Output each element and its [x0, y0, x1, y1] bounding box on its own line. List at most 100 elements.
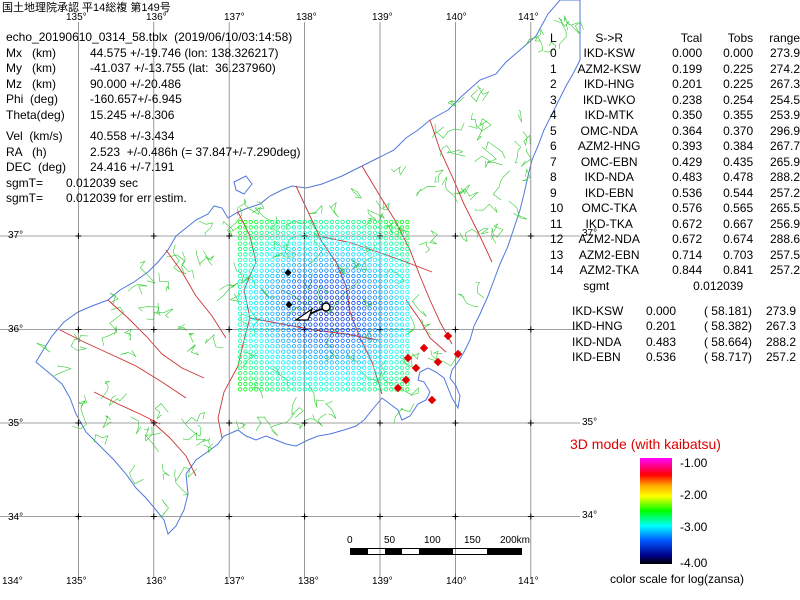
table-cell: 0.199 [672, 61, 703, 76]
residual-point [399, 354, 405, 360]
residual-point [378, 360, 383, 365]
residual-point [297, 279, 302, 284]
residual-point [383, 354, 388, 360]
residual-point [248, 284, 253, 289]
residual-point [297, 311, 302, 316]
residual-point [281, 268, 286, 273]
residual-point [264, 241, 270, 246]
residual-point [394, 322, 399, 327]
residual-point [356, 344, 361, 349]
table-cell: AZM2-HNG [577, 139, 641, 154]
param-value: 44.575 +/-19.746 (lon: 138.326217) [90, 45, 279, 60]
residual-point [329, 381, 334, 387]
residual-point [270, 344, 275, 349]
residual-point [345, 241, 351, 246]
residual-point [335, 327, 340, 333]
residual-point [308, 290, 313, 295]
residual-point [405, 322, 410, 327]
residual-point [362, 230, 367, 235]
residual-point [281, 354, 286, 360]
residual-point [275, 246, 280, 252]
residual-point [372, 263, 378, 268]
residual-point [335, 284, 340, 289]
residual-point [259, 381, 264, 387]
residual-point [394, 300, 399, 306]
residual-point [405, 279, 410, 284]
lon-label-bottom: 134° [2, 576, 23, 587]
residual-point [264, 257, 270, 262]
table-row: 13 AZM2-EBN 0.714 0.703 257.5 [550, 247, 800, 263]
residual-point [383, 300, 388, 306]
residual-point [362, 365, 367, 370]
residual-point [345, 344, 351, 349]
residual-point [405, 317, 410, 322]
residual-point [394, 344, 399, 349]
residual-point [237, 300, 243, 306]
municipal-boundary [522, 168, 531, 182]
municipal-boundary [53, 365, 72, 376]
lat-label-left: 35° [8, 418, 24, 429]
residual-point [399, 333, 405, 338]
residual-point [362, 241, 367, 246]
param-label: sgmT= [6, 175, 44, 190]
residual-point [324, 284, 329, 289]
residual-point [351, 284, 356, 289]
residual-point [254, 354, 259, 360]
municipal-boundary [477, 85, 490, 101]
table-cell: 0.429 [672, 154, 703, 169]
residual-point [297, 252, 302, 257]
residual-point [399, 279, 405, 284]
residual-point [372, 284, 378, 289]
residual-point [324, 333, 329, 338]
residual-point [367, 322, 372, 327]
municipal-boundary [284, 235, 298, 256]
residual-point [254, 365, 259, 370]
reference-cell: IKD-NDA [572, 334, 622, 349]
residual-point [367, 225, 372, 230]
coastline [35, 0, 581, 535]
residual-point [248, 219, 253, 225]
residual-point [318, 344, 324, 349]
residual-point [378, 279, 383, 284]
residual-point [378, 252, 383, 257]
residual-point [340, 354, 345, 360]
residual-point [313, 300, 318, 306]
table-cell: 0.254 [723, 92, 754, 107]
residual-point [264, 300, 270, 306]
param-value: -41.037 +/-13.755 (lat: 36.237960) [90, 61, 276, 75]
table-row: 6 AZM2-HNG 0.393 0.384 267.7 [550, 139, 800, 155]
table-cell: OMC-TKA [581, 201, 637, 216]
residual-point [356, 306, 361, 311]
residual-point [367, 268, 372, 273]
residual-point [367, 263, 372, 268]
residual-point [243, 365, 248, 370]
residual-point [383, 371, 388, 376]
residual-point [378, 230, 383, 235]
residual-point [264, 381, 270, 387]
residual-point [378, 306, 383, 311]
residual-point [264, 311, 270, 316]
residual-point [389, 263, 394, 268]
municipal-boundary [78, 395, 88, 407]
residual-point [372, 317, 378, 322]
radiant-point-marker [321, 302, 331, 312]
residual-point [335, 317, 340, 322]
residual-point [394, 376, 399, 381]
station-marker [403, 353, 413, 363]
residual-point [270, 327, 275, 333]
residual-point [297, 333, 302, 338]
residual-point [356, 236, 361, 241]
residual-point [367, 333, 372, 338]
residual-point [291, 252, 297, 257]
residual-point [254, 241, 259, 246]
table-cell: 0.536 [672, 185, 703, 200]
residual-point [270, 354, 275, 360]
residual-point [405, 236, 410, 241]
residual-point [308, 322, 313, 327]
residual-point [345, 268, 351, 273]
residual-point [405, 268, 410, 273]
residual-point [378, 333, 383, 338]
residual-point [275, 371, 280, 376]
residual-point [372, 241, 378, 246]
residual-point [362, 236, 367, 241]
